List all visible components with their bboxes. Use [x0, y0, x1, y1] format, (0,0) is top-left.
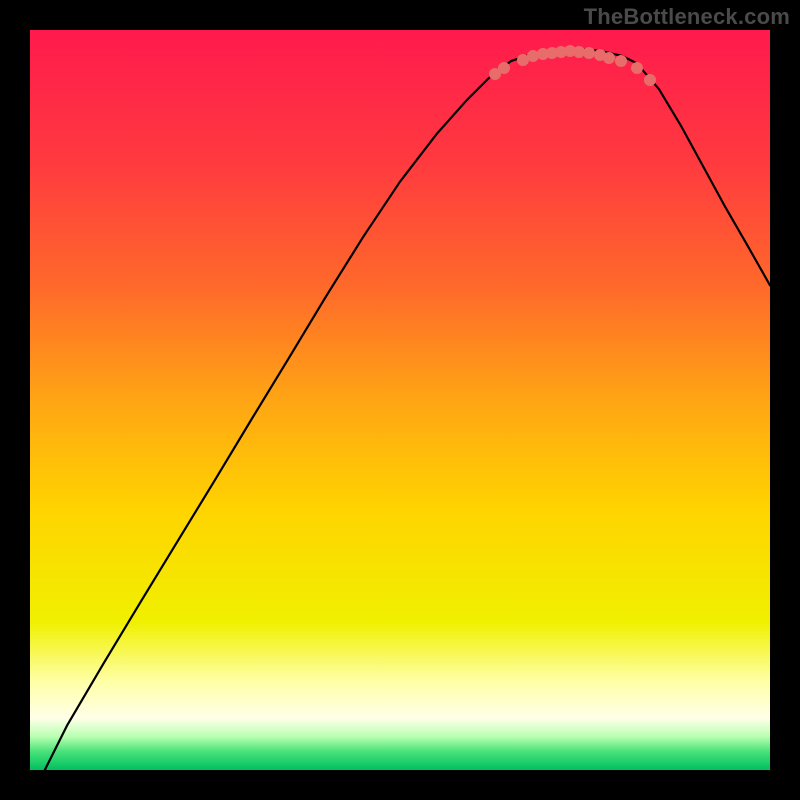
data-marker [583, 47, 595, 59]
plot-area [30, 30, 770, 770]
data-marker [644, 74, 656, 86]
data-marker [498, 62, 510, 74]
data-marker [631, 62, 643, 74]
bottleneck-curve [45, 49, 770, 770]
watermark-text: TheBottleneck.com [584, 4, 790, 30]
data-marker [615, 55, 627, 67]
data-marker [603, 52, 615, 64]
curve-layer [30, 30, 770, 770]
chart-container: TheBottleneck.com [0, 0, 800, 800]
